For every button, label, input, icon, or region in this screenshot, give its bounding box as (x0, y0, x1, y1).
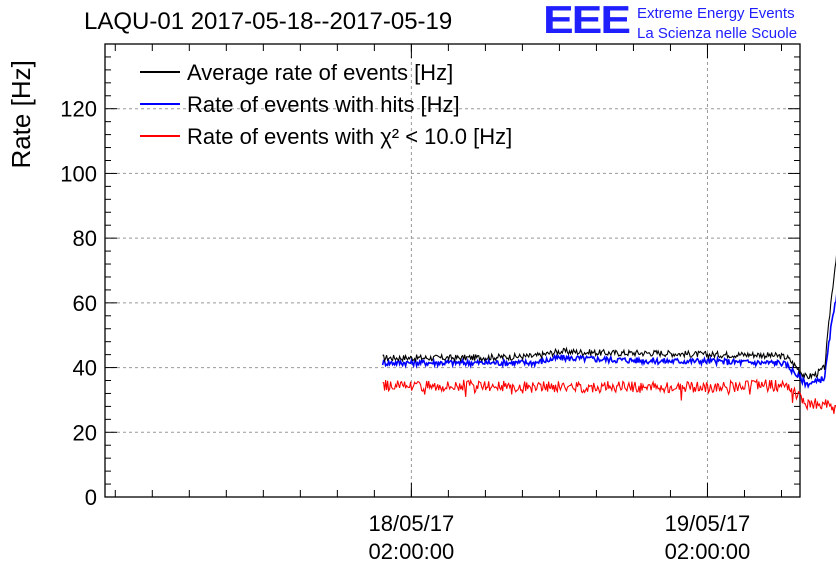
x-tick-label-date: 18/05/17 (369, 511, 455, 536)
y-tick-label: 120 (60, 97, 97, 122)
chart-title: LAQU-01 2017-05-18--2017-05-19 (84, 8, 453, 35)
y-tick-label: 20 (73, 420, 97, 445)
series-line-2 (381, 293, 836, 389)
plot-frame (104, 43, 801, 498)
y-tick-label: 0 (85, 485, 97, 510)
y-tick-label: 40 (73, 356, 97, 381)
logo-line-2: La Scienza nelle Scuole (637, 25, 798, 42)
x-tick-label-time: 02:00:00 (665, 539, 751, 564)
y-tick-label: 100 (60, 161, 97, 186)
series-line-1 (382, 254, 836, 380)
eee-logo-text: Extreme Energy Events La Scienza nelle S… (637, 4, 797, 44)
legend-label-3: Rate of events with χ² < 10.0 [Hz] (187, 124, 512, 149)
legend-label-2: Rate of events with hits [Hz] (187, 92, 460, 117)
y-axis-label: Rate [Hz] (6, 60, 36, 168)
x-tick-label-date: 19/05/17 (665, 511, 751, 536)
logo-line-1: Extreme Energy Events (637, 5, 795, 22)
x-tick-label-time: 02:00:00 (369, 539, 455, 564)
y-tick-label: 80 (73, 226, 97, 251)
legend-label-1: Average rate of events [Hz] (187, 60, 453, 85)
series-line-3 (382, 378, 836, 414)
eee-logo: EEE (543, 0, 631, 42)
y-tick-label: 60 (73, 291, 97, 316)
